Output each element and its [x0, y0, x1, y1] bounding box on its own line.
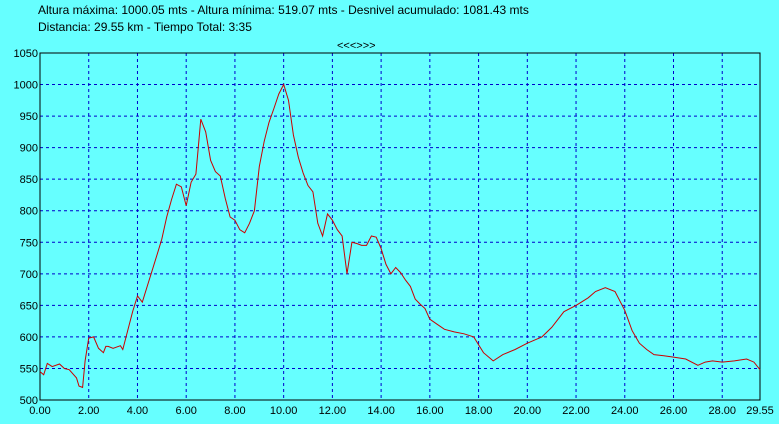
grid-lines: [40, 53, 760, 400]
y-tick-label: 1000: [14, 80, 38, 92]
y-tick-label: 800: [20, 206, 38, 218]
y-axis-ticks: 500 550 600 650 700 750 800 850 900 950 1000 1050: [14, 48, 38, 407]
x-tick-label: 22.00: [562, 405, 590, 417]
x-tick-label: 16.00: [416, 405, 444, 417]
y-tick-label: 600: [20, 332, 38, 344]
stats-distance-line: Distancia: 29.55 km - Tiempo Total: 3:35: [38, 20, 252, 34]
y-tick-label: 550: [20, 363, 38, 375]
x-tick-label: 18.00: [465, 405, 493, 417]
y-tick-label: 750: [20, 237, 38, 249]
y-tick-label: 700: [20, 269, 38, 281]
x-tick-label: 28.00: [708, 405, 736, 417]
y-tick-label: 500: [20, 395, 38, 407]
x-tick-label: 2.00: [78, 405, 99, 417]
x-tick-label: 26.00: [660, 405, 688, 417]
y-tick-label: 950: [20, 111, 38, 123]
stats-altitude-line: Altura máxima: 1000.05 mts - Altura míni…: [38, 3, 529, 17]
x-tick-label: 10.00: [270, 405, 298, 417]
y-tick-label: 900: [20, 143, 38, 155]
plot-frame: [39, 52, 761, 401]
y-tick-label: 850: [20, 174, 38, 186]
x-tick-label: 4.00: [127, 405, 148, 417]
x-tick-label: 6.00: [175, 405, 196, 417]
y-tick-label: 1050: [14, 48, 38, 60]
elevation-line: [39, 83, 761, 389]
x-axis-ticks: 0.00 2.00 4.00 6.00 8.00 10.00 12.00 14.00 16.00…: [29, 405, 773, 417]
nav-arrows-button[interactable]: <<<>>>: [337, 40, 376, 52]
x-tick-label: 0.00: [29, 405, 50, 417]
x-tick-label: 29.55: [746, 405, 774, 417]
x-tick-label: 12.00: [319, 405, 347, 417]
x-tick-label: 14.00: [367, 405, 395, 417]
x-tick-label: 8.00: [224, 405, 245, 417]
y-tick-label: 650: [20, 300, 38, 312]
x-tick-label: 24.00: [611, 405, 639, 417]
x-tick-label: 20.00: [514, 405, 542, 417]
